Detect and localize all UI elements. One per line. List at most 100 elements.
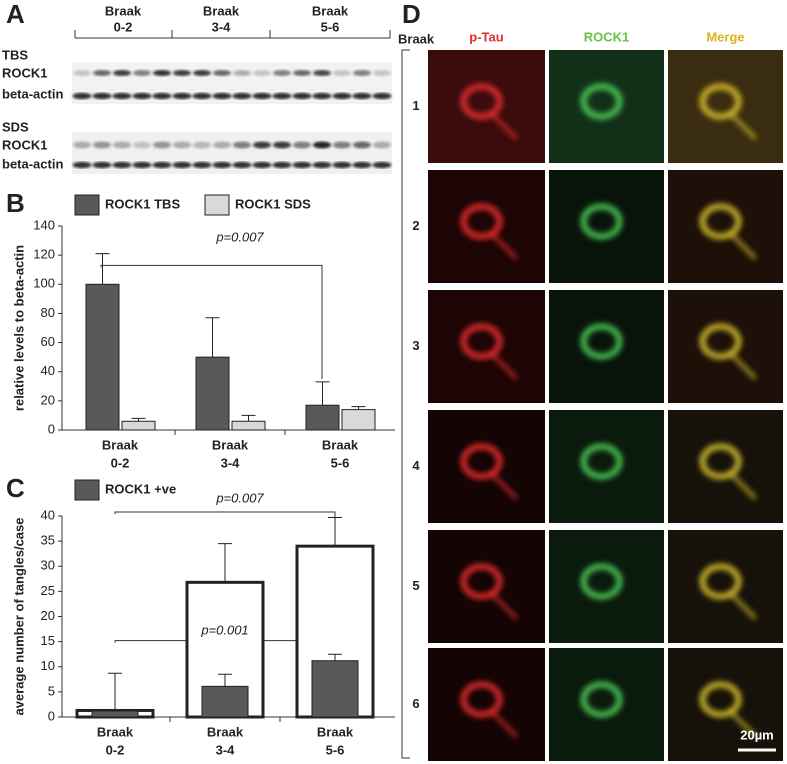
micrograph (549, 170, 664, 283)
significance-bracket (114, 511, 336, 518)
y-tick-label: 120 (33, 247, 55, 262)
cell-signal (460, 681, 503, 718)
blot-band (112, 161, 132, 169)
annotation: p=0.007 (215, 490, 264, 505)
x-tick-label: Braak (97, 724, 134, 739)
x-tick-label: Braak (212, 437, 249, 452)
cell-signal (699, 83, 742, 120)
cell-signal (699, 443, 742, 480)
column-header: Merge (706, 29, 744, 44)
blot-band (352, 92, 372, 100)
bar (121, 420, 156, 431)
blot-band (113, 70, 131, 76)
blot-band (92, 92, 112, 100)
blot-band (172, 92, 192, 100)
blot-band (153, 141, 171, 149)
error-bar (218, 673, 232, 687)
cell-process (729, 232, 757, 260)
blot-band (193, 70, 211, 76)
micrograph (668, 170, 783, 283)
cell-process (729, 472, 757, 500)
row-label: beta-actin (2, 156, 63, 171)
blot-band (252, 92, 272, 100)
x-tick-label: Braak (317, 724, 354, 739)
blot-band (72, 92, 92, 100)
annotation: p=0.001 (200, 622, 248, 637)
group-label: 5-6 (321, 19, 340, 34)
cell-signal (460, 323, 503, 360)
blot-band (172, 161, 192, 169)
blot-band (133, 70, 151, 76)
blot-band (233, 141, 251, 149)
micrograph (428, 170, 545, 283)
y-tick-label: 30 (41, 558, 55, 573)
blot-band (292, 161, 312, 169)
x-tick-label: Braak (102, 437, 139, 452)
y-tick-label: 35 (41, 533, 55, 548)
cell-signal (699, 323, 742, 360)
blot-band (232, 161, 252, 169)
cell-signal (580, 563, 623, 600)
blot-band (213, 141, 231, 149)
blot-band (93, 70, 111, 76)
blot-band (333, 70, 351, 76)
y-axis-label: relative levels to beta-actin (11, 245, 26, 411)
row-label: 2 (412, 218, 419, 233)
panel-label: D (402, 0, 421, 29)
cell-process (729, 710, 757, 738)
x-tick-label: 3-4 (216, 742, 236, 757)
bar (85, 283, 120, 431)
micrograph (428, 530, 545, 643)
blot-band (272, 92, 292, 100)
error-bar (328, 653, 342, 661)
micrograph (668, 530, 783, 643)
panel-label: C (6, 473, 25, 503)
blot-band (372, 161, 392, 169)
blot-band (132, 161, 152, 169)
x-tick-label: 0-2 (106, 742, 125, 757)
x-tick-label: Braak (207, 724, 244, 739)
y-tick-label: 100 (33, 276, 55, 291)
panel-label: A (6, 0, 25, 29)
y-tick-label: 40 (41, 363, 55, 378)
group-label: 3-4 (212, 19, 232, 34)
blot-band (353, 70, 371, 76)
x-tick-label: 5-6 (326, 742, 345, 757)
error-bar (205, 317, 220, 358)
blot-band (312, 161, 332, 169)
group-label: Braak (105, 3, 142, 18)
blot-band (313, 70, 331, 76)
error-bar (351, 406, 366, 410)
y-tick-label: 5 (48, 683, 55, 698)
bar (91, 710, 139, 718)
error-bar (131, 417, 146, 422)
blot-band (73, 141, 91, 149)
cell-signal (580, 443, 623, 480)
blot-band (293, 141, 311, 149)
micrograph (668, 290, 783, 403)
micrograph (549, 410, 664, 523)
row-label: beta-actin (2, 86, 63, 101)
cell-signal (580, 323, 623, 360)
blot-band (152, 92, 172, 100)
annotation: p=0.007 (215, 229, 264, 244)
row-label: ROCK1 (2, 137, 48, 152)
group-label: 0-2 (114, 19, 133, 34)
cell-process (490, 352, 518, 380)
x-tick-label: 0-2 (111, 455, 130, 470)
blot-band (332, 92, 352, 100)
cell-signal (699, 563, 742, 600)
cell-process (490, 472, 518, 500)
x-tick-label: 3-4 (221, 455, 241, 470)
group-bracket (74, 30, 391, 39)
cell-signal (460, 563, 503, 600)
panel-label: B (6, 188, 25, 218)
blot-band (152, 161, 172, 169)
blot-band (252, 161, 272, 169)
bar (341, 409, 376, 431)
micrograph (668, 50, 783, 163)
blot-band (272, 161, 292, 169)
micrograph (549, 530, 664, 643)
group-label: Braak (312, 3, 349, 18)
y-tick-label: 20 (41, 392, 55, 407)
